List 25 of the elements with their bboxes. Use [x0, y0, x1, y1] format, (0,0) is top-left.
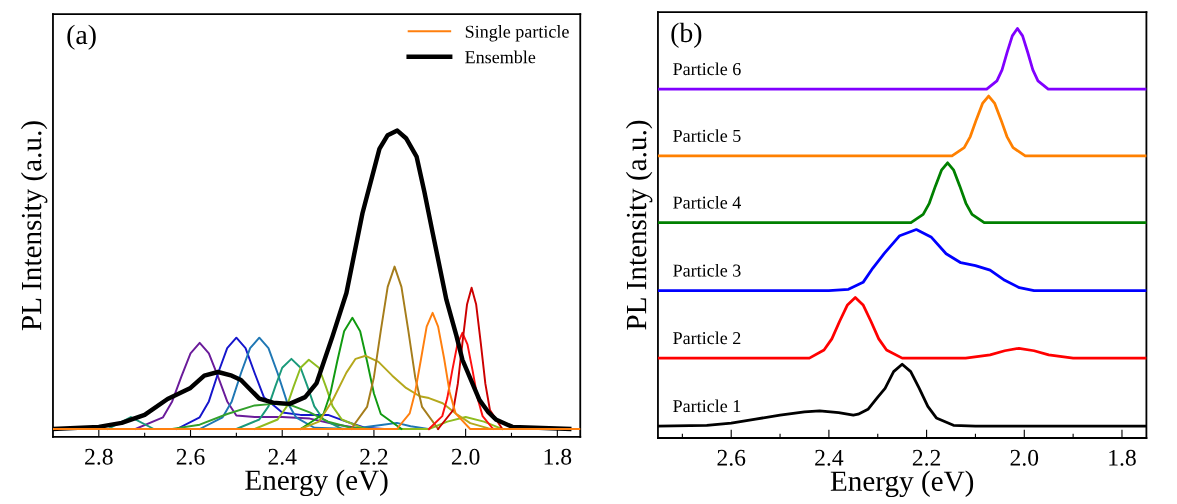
legend-label: Single particle: [465, 25, 569, 42]
x-tick-label: 2.0: [451, 448, 480, 465]
x-tick-label: 2.6: [717, 449, 746, 466]
x-tick-label: 2.2: [912, 449, 941, 466]
x-tick-label: 1.8: [1109, 449, 1136, 466]
x-tick-label: 2.6: [176, 448, 205, 465]
x-tick-label: 2.0: [1010, 449, 1039, 466]
x-axis-title: Energy (eV): [830, 470, 974, 498]
x-tick-label: 2.8: [85, 448, 113, 465]
series-label: Particle 3: [673, 263, 741, 277]
series-label: Particle 4: [673, 195, 741, 209]
x-tick-label: 1.8: [544, 448, 572, 465]
series-label: Particle 1: [673, 399, 741, 413]
series-label: Particle 5: [673, 129, 741, 142]
x-tick-label: 2.4: [268, 448, 297, 465]
legend-label: Ensemble: [465, 50, 536, 64]
series-label: Particle 6: [673, 62, 741, 76]
x-tick-label: 2.2: [360, 448, 388, 465]
series-label: Particle 2: [673, 331, 741, 345]
annotation: (b): [671, 22, 702, 48]
y-axis-title: PL Intensity (a.u.): [625, 120, 653, 330]
x-axis-title: Energy (eV): [245, 469, 388, 497]
y-axis-title: PL Intensity (a.u.): [20, 121, 48, 331]
x-tick-label: 2.4: [815, 449, 844, 466]
text: (a): [67, 24, 96, 50]
